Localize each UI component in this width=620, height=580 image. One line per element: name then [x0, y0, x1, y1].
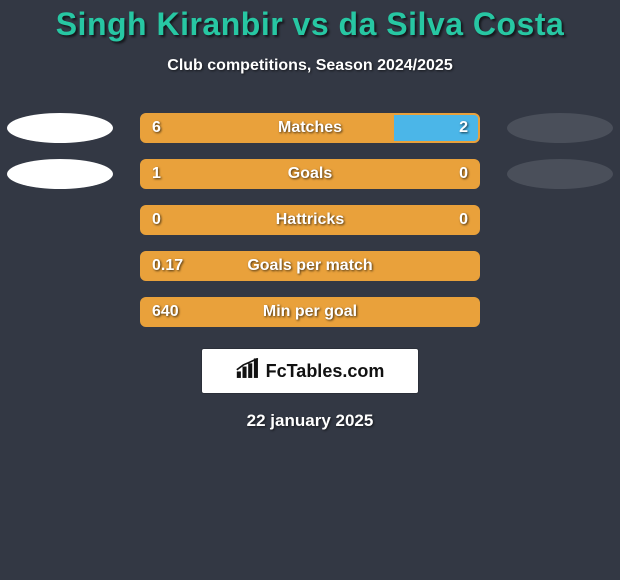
stat-bar [140, 297, 480, 327]
avatar-right [507, 113, 613, 143]
subtitle: Club competitions, Season 2024/2025 [0, 57, 620, 75]
page-title: Singh Kiranbir vs da Silva Costa [0, 0, 620, 43]
stat-row: Matches62 [0, 113, 620, 143]
title-vs: vs [293, 6, 330, 42]
date-text: 22 january 2025 [0, 411, 620, 431]
stat-bar [140, 251, 480, 281]
stat-bar-left-fill [142, 299, 478, 325]
stat-bar-left-fill [142, 253, 478, 279]
brand-box: FcTables.com [202, 349, 418, 393]
title-player1: Singh Kiranbir [56, 6, 283, 42]
stat-row: Min per goal640 [0, 297, 620, 327]
stat-row: Goals per match0.17 [0, 251, 620, 281]
bar-chart-icon [236, 358, 262, 385]
avatar-left [7, 159, 113, 189]
title-player2: da Silva Costa [339, 6, 565, 42]
stat-row: Hattricks00 [0, 205, 620, 235]
stat-bar-left-fill [142, 115, 394, 141]
stat-bar-left-fill [142, 161, 478, 187]
avatar-left [7, 113, 113, 143]
stat-bar-right-fill [394, 115, 478, 141]
brand-text: FcTables.com [266, 361, 385, 382]
avatar-right [507, 159, 613, 189]
stat-bar [140, 205, 480, 235]
stat-bar-left-fill [142, 207, 478, 233]
stat-bar [140, 113, 480, 143]
stat-row: Goals10 [0, 159, 620, 189]
stats-container: Matches62 Goals10 Hattricks00 Goals per mat… [0, 113, 620, 327]
stat-bar [140, 159, 480, 189]
